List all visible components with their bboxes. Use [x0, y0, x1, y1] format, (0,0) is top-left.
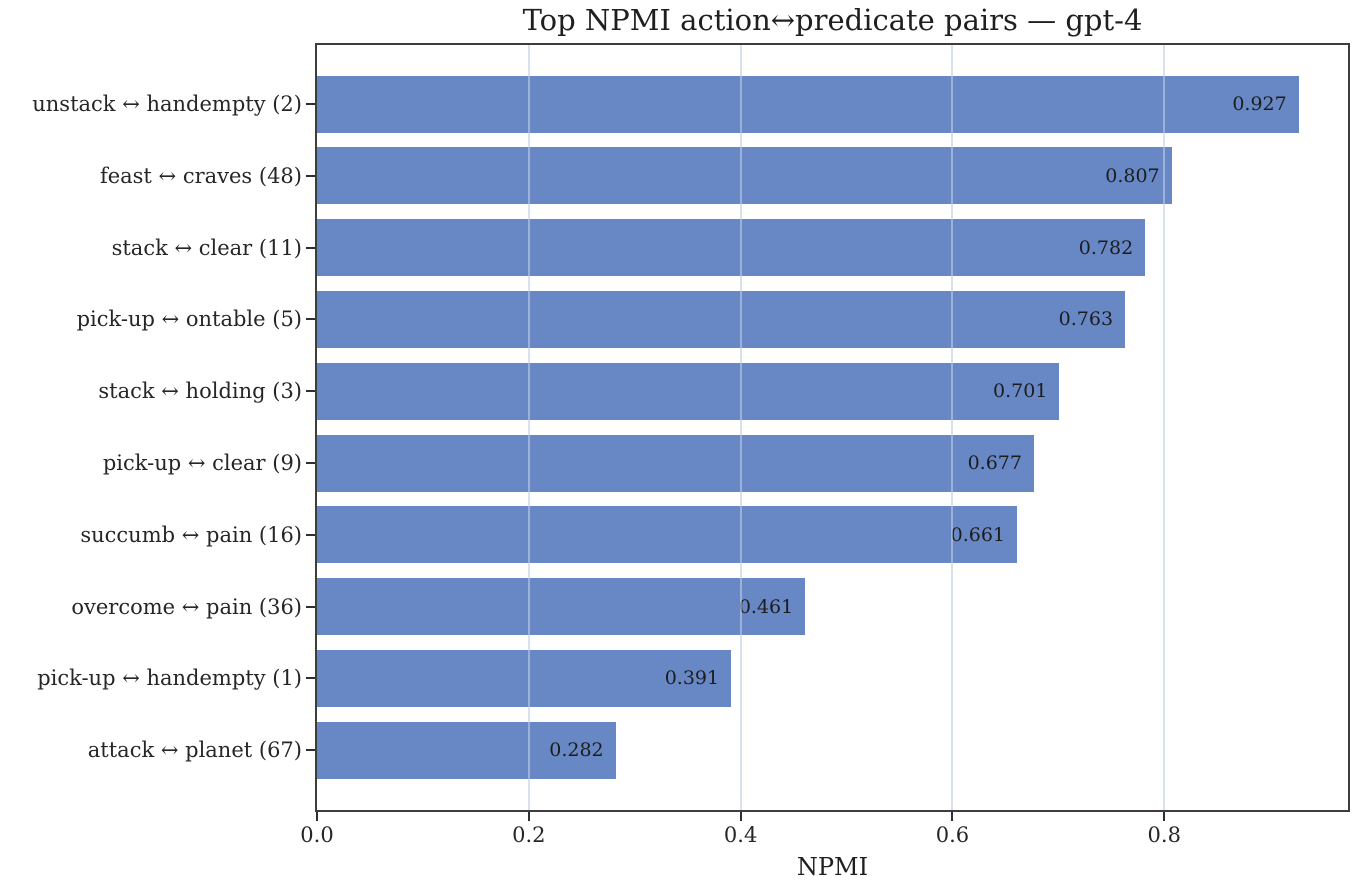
bar: 0.391 — [317, 649, 732, 707]
bar: 0.927 — [317, 75, 1299, 133]
bar: 0.677 — [317, 434, 1034, 492]
bar-value-label: 0.661 — [950, 523, 1006, 546]
bar-value-label: 0.782 — [1078, 236, 1134, 259]
bar: 0.661 — [317, 506, 1018, 564]
y-axis-category-label: stack ↔ holding (3) — [98, 379, 302, 404]
y-tick-mark — [306, 605, 315, 608]
y-tick-mark — [306, 390, 315, 393]
y-axis-category-label: succumb ↔ pain (16) — [80, 522, 302, 547]
y-axis-category-label: overcome ↔ pain (36) — [71, 594, 302, 619]
y-tick-mark — [306, 749, 315, 752]
gridline — [951, 45, 954, 810]
bar: 0.782 — [317, 219, 1146, 277]
bar-value-label: 0.677 — [967, 452, 1022, 474]
plot-area: 0.927 0.807 0.782 0.763 0.701 0.677 0.661 0.461… — [315, 43, 1350, 812]
bar-value-label: 0.391 — [664, 667, 720, 690]
y-axis-category-label: pick-up ↔ handempty (1) — [37, 666, 302, 691]
bar: 0.701 — [317, 362, 1060, 420]
chart-title: Top NPMI action↔predicate pairs — gpt-4 — [522, 3, 1143, 37]
y-tick-mark — [306, 318, 315, 321]
y-tick-mark — [306, 462, 315, 464]
bar-value-label: 0.282 — [549, 739, 604, 762]
x-tick-label: 0.0 — [300, 823, 334, 847]
x-tick-mark — [527, 812, 530, 821]
bar-value-label: 0.461 — [738, 595, 794, 618]
bar-value-label: 0.701 — [992, 380, 1048, 403]
y-axis-category-label: pick-up ↔ clear (9) — [102, 451, 302, 475]
bar-value-label: 0.927 — [1232, 93, 1287, 115]
x-tick-label: 0.6 — [935, 823, 970, 847]
bar: 0.461 — [317, 578, 806, 636]
y-tick-mark — [306, 174, 315, 177]
y-axis-category-label: attack ↔ planet (67) — [87, 738, 302, 763]
y-tick-mark — [306, 103, 315, 105]
y-axis-category-label: unstack ↔ handempty (2) — [32, 92, 302, 116]
gridline — [1163, 45, 1166, 810]
x-tick-mark — [1163, 812, 1166, 821]
bar: 0.807 — [317, 147, 1172, 205]
x-tick-mark — [739, 812, 742, 821]
y-axis-category-label: feast ↔ craves (48) — [99, 163, 302, 188]
y-axis-category-label: stack ↔ clear (11) — [111, 235, 302, 260]
y-axis-category-label: pick-up ↔ ontable (5) — [76, 307, 302, 332]
gridline — [739, 45, 742, 810]
bar: 0.763 — [317, 290, 1126, 348]
bar-value-label: 0.763 — [1058, 308, 1114, 331]
y-tick-mark — [306, 677, 315, 680]
bar-value-label: 0.807 — [1105, 164, 1160, 187]
y-tick-mark — [306, 246, 315, 249]
gridline — [527, 45, 530, 810]
y-tick-mark — [306, 533, 315, 536]
x-tick-label: 0.2 — [512, 823, 546, 847]
bar: 0.282 — [317, 721, 616, 779]
x-tick-mark — [951, 812, 954, 821]
x-tick-label: 0.8 — [1147, 823, 1181, 847]
x-tick-label: 0.4 — [723, 823, 758, 847]
x-axis-label: NPMI — [796, 853, 869, 881]
x-tick-mark — [316, 812, 318, 821]
